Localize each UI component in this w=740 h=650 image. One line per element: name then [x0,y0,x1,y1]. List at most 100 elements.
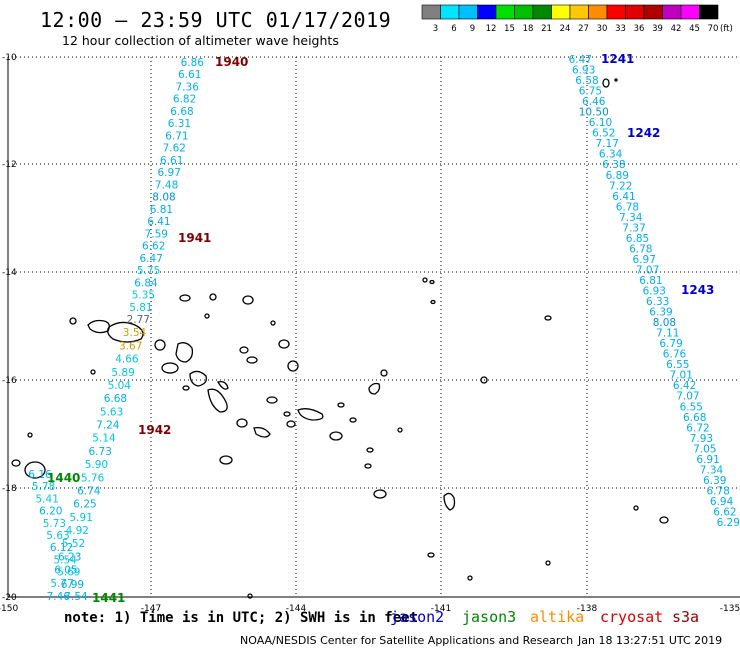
wave-height-value: 6.74 [77,486,101,498]
colorbar-label: 21 [541,24,552,34]
wave-height-value: 5.90 [85,459,108,471]
wave-height-value: 5.77 [50,578,73,590]
wave-height-value: 7.05 [693,443,716,455]
track-time-label: 1440 [47,471,80,485]
wave-height-value: 6.58 [575,75,598,87]
colorbar-label: 12 [486,24,497,34]
satellite-legend-jason3: jason3 [462,608,517,626]
wave-height-value: 6.55 [680,401,703,413]
wave-height-value: 3.54 [123,327,147,339]
colorbar-label: 15 [504,24,515,34]
wave-height-value: 5.04 [108,380,132,392]
latitude-tick-label: -16 [2,376,17,386]
island [239,346,249,354]
longitude-tick-label: -138 [577,604,598,614]
wave-height-value: 6.12 [50,542,73,554]
wave-height-value: 7.34 [700,464,724,476]
wave-height-value: 6.47 [569,54,592,66]
island [247,593,253,599]
wave-height-value: 6.20 [39,506,62,518]
wave-height-value: 7.62 [163,143,186,155]
island [179,294,191,302]
wave-height-value: 6.33 [646,296,669,308]
colorbar-label: 36 [634,24,645,34]
colorbar-swatch [569,4,589,20]
page-subtitle: 12 hour collection of altimeter wave hei… [62,33,339,48]
wave-height-value: 4.92 [66,525,89,537]
wave-height-value: 6.93 [572,65,595,77]
colorbar-label: 30 [597,24,608,34]
island [216,380,229,390]
track-time-label: 1242 [627,126,660,140]
island [11,459,21,467]
wave-height-value: 5.69 [57,567,80,579]
colorbar-label: 70 [708,24,719,34]
colorbar-label: 45 [689,24,700,34]
island [175,342,194,363]
satellite-legend-cryosat: cryosat [600,608,664,626]
island [161,362,179,374]
wave-height-value: 7.17 [596,138,619,150]
satellite-legend-altika: altika [530,608,585,626]
track-time-label: 1243 [681,283,714,297]
wave-height-value: 6.29 [717,517,740,529]
wave-height-value: 6.39 [649,307,672,319]
wave-height-value: 2.77 [127,314,150,326]
wave-height-value: 6.16 [28,469,52,481]
colorbar-label: 18 [523,24,534,34]
wave-height-value: 3.67 [119,340,142,352]
wave-height-value: 5.63 [100,406,123,418]
satellite-legend-s3a: s3a [672,608,700,626]
colorbar-swatch [458,4,478,20]
latitude-tick-label: -18 [2,484,17,494]
longitude-tick-label: -150 [0,604,18,614]
wave-height-value: 6.76 [663,349,687,361]
longitude-tick-label: -135 [720,604,740,614]
wave-height-value: 6.68 [170,106,193,118]
island [266,396,278,404]
wave-height-value: 7.93 [690,433,713,445]
track-time-label: 1941 [178,231,211,245]
longitude-tick-label: -144 [286,604,307,614]
wave-height-value: 6.62 [142,241,165,253]
colorbar-unit: (ft) [720,24,733,34]
wave-height-value: 5.63 [46,530,69,542]
colorbar-swatch [477,4,497,20]
island [602,78,610,88]
island [219,455,233,465]
wave-height-value: 7.07 [636,265,659,277]
wave-height-value: 7.48 [155,179,178,191]
island [182,385,190,391]
island [467,575,473,581]
wave-height-value: 6.41 [147,216,170,228]
wave-height-value: 6.41 [612,191,635,203]
wave-height-value: 5.73 [43,518,66,530]
altimeter-tracks: 6.866.617.366.826.686.316.717.626.616.97… [28,52,740,605]
wave-height-value: 7.01 [670,370,693,382]
island [90,369,96,375]
colorbar-swatch [421,4,441,20]
island [337,402,345,408]
wave-height-value: 5.81 [129,302,152,314]
wave-height-value: 5.52 [62,538,85,550]
colorbar-swatch [551,4,571,20]
track-time-label: 1441 [92,591,125,605]
wave-height-value: 5.75 [137,265,160,277]
wave-height-value: 7.36 [176,82,200,94]
latitude-tick-label: -14 [2,268,17,278]
wave-height-value: 6.10 [589,117,612,129]
wave-height-value: 6.68 [104,393,127,405]
island [297,408,324,421]
wave-height-value: 10.50 [579,107,609,119]
longitude-tick-labels: -150 -147 -144 -141 -138 -135 [0,604,740,614]
longitude-tick-label: -141 [431,604,451,614]
colorbar-swatch [643,4,663,20]
island [154,339,166,351]
wave-height-value: 7.07 [676,391,699,403]
track-s3a-west: 6.866.617.366.826.686.316.717.626.616.97… [47,55,249,603]
wave-height-value: 6.73 [89,446,112,458]
colorbar-swatch [588,4,608,20]
island [422,277,428,283]
island [614,78,618,82]
